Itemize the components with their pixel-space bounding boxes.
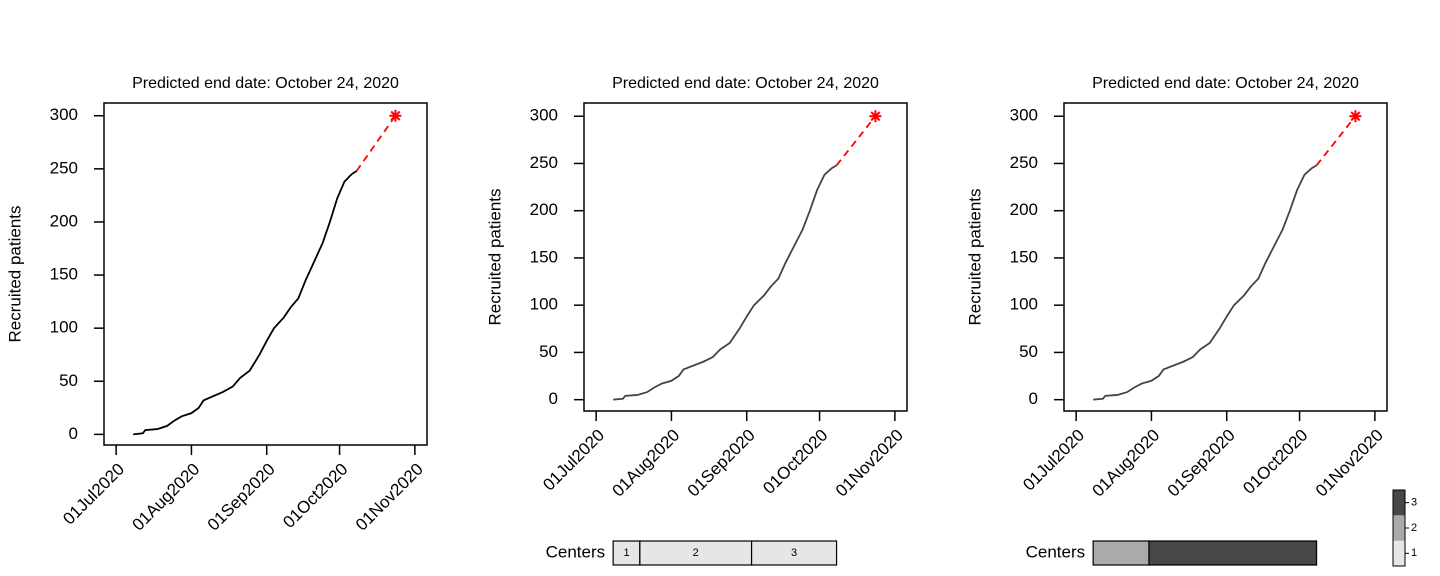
x-tick-label: 01Nov2020 xyxy=(832,426,907,501)
center-level: 1 xyxy=(623,547,629,559)
x-tick-label: 01Nov2020 xyxy=(1312,426,1387,501)
y-axis-label: Recruited patients xyxy=(5,205,24,342)
series-line xyxy=(355,115,397,172)
y-tick-label: 300 xyxy=(50,105,78,124)
y-tick-label: 200 xyxy=(50,211,78,230)
y-tick-label: 300 xyxy=(1010,106,1038,125)
legend-label: 1 xyxy=(1411,547,1417,559)
x-tick-label: 01Sep2020 xyxy=(684,426,759,501)
end-marker xyxy=(1349,110,1362,123)
y-tick-label: 150 xyxy=(530,247,558,266)
series-line xyxy=(133,170,358,436)
series-line xyxy=(1315,115,1357,166)
series-line xyxy=(1093,164,1318,401)
legend-swatch xyxy=(1393,540,1405,566)
x-tick-label: 01Aug2020 xyxy=(128,460,203,535)
plot-frame xyxy=(583,102,908,412)
legend-label: 3 xyxy=(1411,497,1417,509)
x-tick-label: 01Oct2020 xyxy=(1239,426,1311,498)
center-segment xyxy=(1092,540,1150,566)
center-segment xyxy=(639,540,753,566)
y-tick-label: 0 xyxy=(549,389,558,408)
end-marker xyxy=(869,110,882,123)
series-line xyxy=(835,115,877,166)
marker-stroke xyxy=(870,111,881,122)
center-level: 3 xyxy=(791,547,797,559)
y-tick-label: 250 xyxy=(1010,153,1038,172)
y-tick-label: 50 xyxy=(1019,342,1038,361)
y-axis-label: Recruited patients xyxy=(965,188,984,325)
y-tick-label: 250 xyxy=(50,158,78,177)
x-tick-label: 01Aug2020 xyxy=(1088,426,1163,501)
chart-title: Predicted end date: October 24, 2020 xyxy=(612,75,879,92)
marker-stroke xyxy=(1350,111,1361,122)
y-tick-label: 200 xyxy=(1010,200,1038,219)
chart-title: Predicted end date: October 24, 2020 xyxy=(1092,75,1359,92)
centers-label: Centers xyxy=(546,542,606,561)
x-tick-label: 01Jul2020 xyxy=(539,426,608,495)
y-tick-label: 100 xyxy=(1010,295,1038,314)
y-tick-label: 0 xyxy=(1029,389,1038,408)
chart-title: Predicted end date: October 24, 2020 xyxy=(132,75,399,92)
plot-frame xyxy=(1063,102,1388,412)
legend-swatch xyxy=(1393,515,1405,541)
plot-frame xyxy=(103,102,428,446)
y-tick-label: 300 xyxy=(530,106,558,125)
x-tick-label: 01Sep2020 xyxy=(1164,426,1239,501)
y-tick-label: 0 xyxy=(69,424,78,443)
x-tick-label: 01Oct2020 xyxy=(279,460,351,532)
x-tick-label: 01Jul2020 xyxy=(1019,426,1088,495)
center-level: 2 xyxy=(693,547,699,559)
x-tick-label: 01Sep2020 xyxy=(204,460,279,535)
series-line xyxy=(613,164,838,401)
legend-swatch xyxy=(1393,490,1405,516)
x-tick-label: 01Nov2020 xyxy=(352,460,427,535)
y-tick-label: 250 xyxy=(530,153,558,172)
y-tick-label: 200 xyxy=(530,200,558,219)
y-tick-label: 50 xyxy=(59,371,78,390)
center-segment xyxy=(750,540,838,566)
y-axis-label: Recruited patients xyxy=(485,188,504,325)
x-tick-label: 01Aug2020 xyxy=(608,426,683,501)
y-tick-label: 100 xyxy=(50,318,78,337)
center-segment xyxy=(1148,540,1318,566)
x-tick-label: 01Jul2020 xyxy=(59,460,128,529)
centers-label: Centers xyxy=(1026,542,1086,561)
y-tick-label: 150 xyxy=(50,265,78,284)
y-tick-label: 150 xyxy=(1010,247,1038,266)
legend-frame xyxy=(1392,489,1406,567)
legend-label: 2 xyxy=(1411,522,1417,534)
marker-stroke xyxy=(390,110,401,121)
x-tick-label: 01Oct2020 xyxy=(759,426,831,498)
y-tick-label: 100 xyxy=(530,295,558,314)
y-tick-label: 50 xyxy=(539,342,558,361)
end-marker xyxy=(389,109,402,122)
